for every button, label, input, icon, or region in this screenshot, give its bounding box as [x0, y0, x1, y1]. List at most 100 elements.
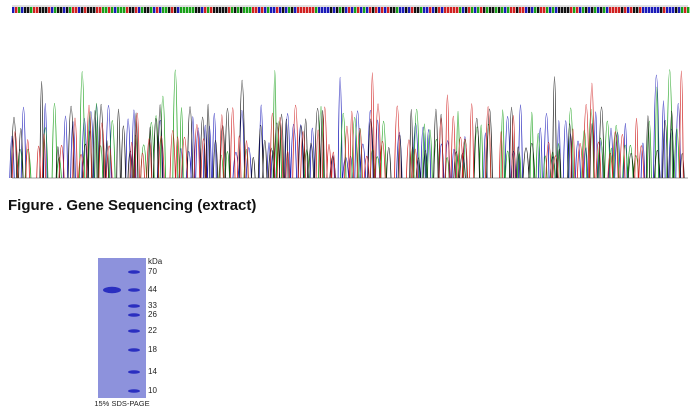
base-call: [18, 7, 21, 13]
base-call: [447, 7, 450, 13]
base-call: [327, 7, 330, 13]
base-call: [441, 7, 444, 13]
base-call: [519, 7, 522, 13]
base-call: [462, 7, 465, 13]
base-call: [477, 7, 480, 13]
base-call: [270, 7, 273, 13]
base-call: [249, 7, 252, 13]
base-call: [186, 7, 189, 13]
base-call: [606, 7, 609, 13]
base-call: [450, 7, 453, 13]
base-call: [234, 7, 237, 13]
base-call: [669, 7, 672, 13]
base-call: [147, 7, 150, 13]
base-call: [84, 7, 87, 13]
figure-caption: Figure . Gene Sequencing (extract): [8, 197, 256, 214]
base-call: [651, 7, 654, 13]
marker-band: [128, 348, 140, 352]
base-call: [384, 7, 387, 13]
base-call: [183, 7, 186, 13]
base-call: [120, 7, 123, 13]
base-call: [348, 7, 351, 13]
base-call: [636, 7, 639, 13]
base-call: [231, 7, 234, 13]
base-call: [555, 7, 558, 13]
base-call: [99, 7, 102, 13]
base-call: [621, 7, 624, 13]
base-call: [288, 7, 291, 13]
marker-band: [128, 304, 140, 308]
base-call: [534, 7, 537, 13]
base-call: [516, 7, 519, 13]
base-call: [480, 7, 483, 13]
base-call: [21, 7, 24, 13]
base-call: [237, 7, 240, 13]
base-call: [195, 7, 198, 13]
base-call: [369, 7, 372, 13]
base-call: [405, 7, 408, 13]
base-call: [540, 7, 543, 13]
base-call: [279, 7, 282, 13]
base-call: [504, 7, 507, 13]
base-call: [402, 7, 405, 13]
base-call: [585, 7, 588, 13]
base-call: [558, 7, 561, 13]
base-call: [654, 7, 657, 13]
base-call: [354, 7, 357, 13]
marker-band: [128, 270, 140, 274]
base-call: [303, 7, 306, 13]
base-call: [168, 7, 171, 13]
base-call: [276, 7, 279, 13]
base-call: [600, 7, 603, 13]
base-call: [417, 7, 420, 13]
base-call: [102, 7, 105, 13]
base-call: [240, 7, 243, 13]
base-call: [426, 7, 429, 13]
base-call: [549, 7, 552, 13]
base-call: [675, 7, 678, 13]
base-call: [465, 7, 468, 13]
base-call: [339, 7, 342, 13]
gel-lane-background: [98, 258, 146, 398]
gel-caption: 15% SDS-PAGE: [94, 399, 149, 408]
base-call: [366, 7, 369, 13]
marker-label: 33: [148, 301, 157, 310]
base-call: [285, 7, 288, 13]
base-call: [252, 7, 255, 13]
base-call: [372, 7, 375, 13]
marker-label: 26: [148, 310, 157, 319]
base-call: [435, 7, 438, 13]
base-call: [324, 7, 327, 13]
base-call: [357, 7, 360, 13]
base-call: [336, 7, 339, 13]
base-call: [246, 7, 249, 13]
base-call: [486, 7, 489, 13]
base-call: [117, 7, 120, 13]
marker-band: [128, 370, 140, 374]
base-call: [678, 7, 681, 13]
base-call: [162, 7, 165, 13]
base-call: [210, 7, 213, 13]
base-call: [150, 7, 153, 13]
base-call: [204, 7, 207, 13]
base-call: [363, 7, 366, 13]
base-call: [297, 7, 300, 13]
base-call: [393, 7, 396, 13]
base-call: [72, 7, 75, 13]
base-call: [588, 7, 591, 13]
base-call: [144, 7, 147, 13]
base-call: [552, 7, 555, 13]
base-call: [666, 7, 669, 13]
base-call: [261, 7, 264, 13]
base-call: [27, 7, 30, 13]
base-call: [351, 7, 354, 13]
base-call: [489, 7, 492, 13]
base-call: [63, 7, 66, 13]
base-call: [576, 7, 579, 13]
base-call: [201, 7, 204, 13]
base-call: [468, 7, 471, 13]
base-call: [456, 7, 459, 13]
base-call: [492, 7, 495, 13]
sequence-strip: [12, 5, 690, 13]
base-call: [192, 7, 195, 13]
